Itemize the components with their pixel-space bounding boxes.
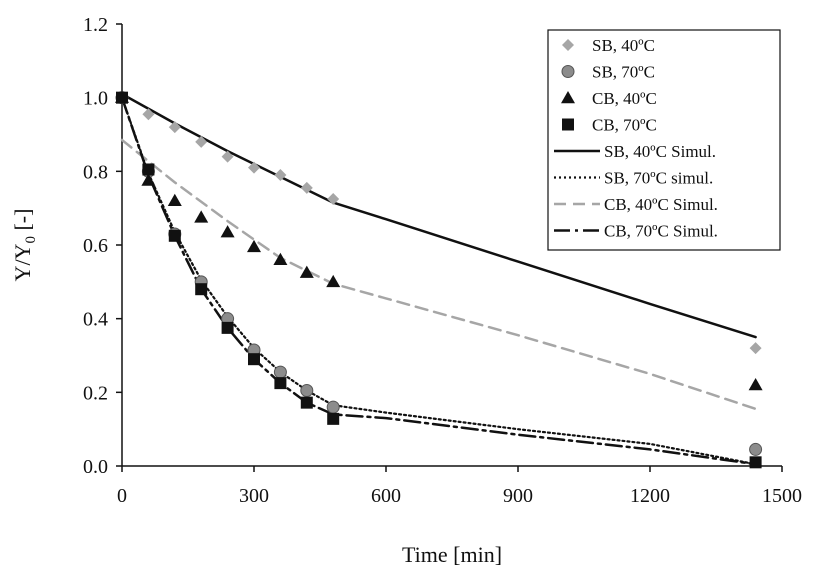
data-point — [326, 400, 340, 414]
legend-marker — [561, 65, 575, 78]
data-point — [273, 252, 288, 265]
legend-label: SB, 40ºC — [592, 36, 655, 55]
data-point — [299, 265, 314, 278]
x-axis-title: Time [min] — [402, 542, 502, 567]
axes: 0.0 0.2 0.4 0.6 0.8 1.0 1.2 0 300 600 900 1200 1500 — [83, 14, 802, 507]
legend-label: CB, 70ºC Simul. — [604, 222, 718, 241]
data-point — [300, 396, 313, 409]
data-point — [195, 283, 208, 296]
series-points — [116, 91, 762, 469]
data-point — [300, 383, 314, 397]
legend-label: CB, 40ºC Simul. — [604, 195, 718, 214]
data-point — [221, 150, 234, 163]
y-tick-label: 0.2 — [83, 382, 108, 404]
legend-marker — [562, 118, 574, 131]
data-point — [168, 121, 181, 134]
series-points — [115, 90, 763, 391]
data-point — [748, 377, 763, 391]
legend-label: CB, 70ºC — [592, 116, 657, 135]
data-point — [274, 377, 287, 390]
data-point — [167, 193, 182, 207]
data-point — [248, 161, 260, 174]
data-point — [749, 442, 763, 456]
legend: SB, 40ºC SB, 70ºC CB, 40ºC CB, 70ºC SB, 40ºC… — [547, 29, 781, 251]
y-tick-label: 0.4 — [83, 309, 108, 331]
y-axis-title-suffix: [-] — [10, 209, 35, 236]
y-tick-label: 1.2 — [83, 14, 108, 36]
x-tick-label: 0 — [117, 485, 127, 507]
data-point — [116, 91, 128, 104]
y-tick-label: 0.6 — [83, 235, 108, 257]
data-point — [749, 342, 762, 355]
data-point — [221, 321, 234, 334]
data-point — [274, 169, 287, 182]
legend-label: SB, 70ºC — [592, 63, 655, 82]
legend-label: SB, 40ºC Simul. — [604, 142, 716, 161]
x-tick-label: 300 — [239, 485, 269, 507]
data-point — [142, 108, 155, 121]
y-tick-label: 0.0 — [83, 456, 108, 478]
y-axis-title: Y/Y0 [-] — [10, 209, 39, 282]
legend-marker — [562, 39, 574, 51]
data-point — [326, 274, 341, 288]
plot-series — [115, 90, 763, 469]
data-point — [273, 365, 287, 379]
data-point — [168, 229, 181, 242]
axis-titles: Time [min] Y/Y0 [-] — [10, 209, 502, 567]
legend-label: CB, 40ºC — [592, 89, 657, 108]
data-point — [194, 210, 209, 223]
legend-box — [547, 29, 781, 251]
legend-label: SB, 70ºC simul. — [604, 169, 713, 188]
data-point — [248, 353, 260, 366]
x-tick-label: 1200 — [630, 485, 670, 507]
data-point — [300, 181, 313, 194]
data-point — [327, 192, 340, 205]
legend-marker — [561, 91, 575, 104]
data-point — [220, 225, 235, 238]
data-point — [327, 412, 340, 425]
data-point — [141, 173, 156, 186]
y-axis-title-main: Y/Y — [10, 243, 35, 281]
y-tick-label: 1.0 — [83, 88, 108, 110]
data-point — [749, 456, 762, 469]
data-point — [142, 163, 155, 176]
y-axis-title-subscript: 0 — [23, 236, 39, 244]
y-tick-label: 0.8 — [83, 161, 108, 183]
data-point — [247, 239, 261, 253]
x-tick-label: 600 — [371, 485, 401, 507]
x-tick-label: 1500 — [762, 485, 802, 507]
data-point — [195, 135, 208, 148]
x-tick-label: 900 — [503, 485, 533, 507]
